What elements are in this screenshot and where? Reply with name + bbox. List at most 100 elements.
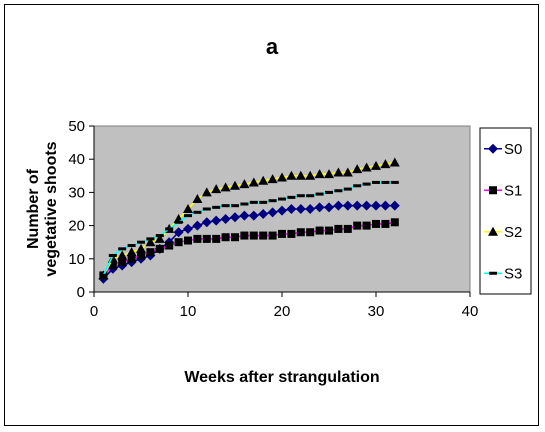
y-tick-label: 0: [77, 284, 85, 301]
legend-marker: [488, 143, 498, 154]
y-tick-label: 30: [68, 184, 85, 201]
data-point: [314, 169, 325, 179]
data-point: [389, 200, 400, 211]
data-point: [165, 241, 174, 250]
data-point: [127, 244, 136, 248]
data-point: [184, 236, 192, 245]
data-point: [211, 215, 222, 226]
data-point: [155, 234, 164, 238]
data-point: [286, 204, 297, 214]
data-point: [390, 218, 399, 227]
data-point: [126, 247, 137, 257]
data-point: [372, 180, 380, 184]
data-point: [333, 167, 344, 177]
data-point: [334, 189, 343, 193]
series-layer: [98, 157, 400, 284]
data-point: [315, 226, 324, 235]
data-point: [324, 169, 334, 179]
data-point: [137, 240, 145, 244]
series-s3: [99, 180, 399, 277]
data-point: [118, 258, 127, 267]
data-point: [258, 208, 269, 219]
data-point: [99, 273, 108, 277]
legend-entry-s3: S3: [484, 265, 522, 282]
data-point: [174, 238, 183, 247]
data-point: [315, 192, 324, 196]
legend-marker: [489, 186, 497, 195]
data-point: [324, 202, 334, 213]
data-point: [352, 164, 363, 174]
data-point: [136, 243, 146, 253]
data-point: [248, 177, 259, 187]
x-axis-ticks: 0 10 20 30 40: [90, 291, 478, 320]
legend-label: S0: [504, 141, 522, 158]
data-point: [286, 170, 297, 180]
legend-marker: [488, 226, 498, 236]
data-point: [277, 172, 287, 182]
data-point: [353, 184, 362, 188]
data-point: [259, 200, 268, 204]
data-point: [211, 184, 222, 194]
data-point: [202, 207, 211, 211]
data-point: [165, 227, 174, 231]
data-point: [248, 210, 259, 221]
data-point: [220, 213, 231, 224]
data-point: [146, 248, 155, 257]
data-point: [192, 220, 203, 231]
legend-entry-s2: S2: [484, 224, 522, 241]
data-point: [371, 200, 381, 211]
data-point: [380, 200, 391, 211]
y-axis-ticks: 0 10 20 30 40 50: [68, 118, 95, 301]
data-point: [380, 159, 391, 169]
data-point: [362, 221, 371, 230]
y-axis-title-line-1: Number of: [25, 168, 42, 249]
data-point: [193, 210, 202, 214]
data-point: [278, 197, 286, 201]
data-point: [221, 204, 230, 208]
data-point: [154, 233, 165, 243]
data-point: [268, 231, 277, 240]
data-point: [362, 182, 371, 186]
data-point: [381, 180, 390, 184]
data-point: [268, 199, 277, 203]
data-point: [343, 187, 352, 191]
data-point: [372, 219, 380, 228]
data-point: [201, 217, 212, 228]
data-point: [174, 220, 183, 224]
data-point: [108, 261, 117, 270]
legend: S0 S1 S2 S3: [479, 127, 532, 295]
data-point: [231, 233, 239, 242]
data-point: [108, 253, 117, 257]
data-point: [230, 180, 240, 190]
data-point: [220, 182, 231, 192]
legend-label: S1: [504, 182, 522, 199]
data-point: [353, 221, 362, 230]
data-point: [193, 234, 202, 243]
data-point: [145, 237, 156, 247]
data-point: [325, 190, 333, 194]
data-point: [381, 219, 390, 228]
data-point: [127, 254, 136, 263]
data-point: [295, 204, 306, 214]
data-point: [183, 204, 193, 213]
data-point: [258, 175, 269, 185]
data-point: [230, 212, 240, 223]
legend-entry-s0: S0: [484, 141, 522, 158]
chart-title: a: [266, 34, 279, 59]
data-point: [333, 200, 344, 211]
data-point: [306, 228, 315, 237]
data-point: [201, 187, 212, 197]
data-point: [192, 194, 203, 204]
data-point: [305, 170, 316, 180]
legend-marker: [489, 271, 497, 275]
data-point: [278, 229, 286, 238]
data-point: [325, 226, 333, 235]
data-point: [249, 231, 258, 240]
data-point: [137, 251, 145, 260]
data-point: [342, 167, 353, 177]
data-point: [239, 179, 250, 189]
data-point: [277, 205, 287, 216]
x-tick-label: 20: [274, 303, 291, 320]
data-point: [305, 204, 316, 214]
